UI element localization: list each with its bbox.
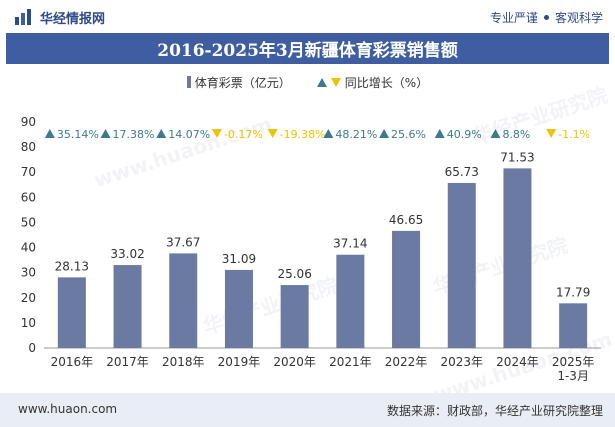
- growth-up-triangle: [434, 129, 445, 138]
- bar: [224, 269, 253, 348]
- growth-label: 35.14%: [57, 128, 99, 141]
- bar: [57, 277, 86, 348]
- tagline-left: 专业严谨: [489, 10, 538, 25]
- x-tick-label: 2024年: [496, 355, 539, 369]
- bar-value-label: 65.73: [445, 165, 479, 179]
- growth-label: 17.38%: [113, 128, 155, 141]
- growth-label: -19.38%: [280, 128, 326, 141]
- brand-tagline: 专业严谨 客观科学: [490, 6, 603, 28]
- brand-header: 华经情报网: [14, 6, 105, 28]
- bar-value-label: 28.13: [55, 259, 89, 273]
- legend-down-triangle-icon: [330, 77, 341, 87]
- x-tick-label: 2019年: [218, 355, 261, 369]
- bar: [113, 265, 142, 348]
- bar-value-label: 46.65: [389, 213, 423, 227]
- y-tick-label: 90: [21, 115, 36, 129]
- x-tick-label: 1-3月: [557, 369, 589, 383]
- bar: [392, 230, 421, 348]
- growth-label: 48.21%: [335, 128, 377, 141]
- legend-bar-swatch-icon: [186, 76, 191, 88]
- bar-chart: 0 10 20 30 40 50 60 70 80 90 28.13 2016年 35.14% 33.02…: [21, 115, 601, 383]
- x-tick-label: 2021年: [329, 355, 372, 369]
- bar-value-label: 17.79: [556, 285, 590, 299]
- bar-value-label: 33.02: [110, 247, 144, 261]
- x-tick-label: 2023年: [440, 355, 483, 369]
- y-tick-label: 40: [21, 241, 36, 255]
- growth-up-triangle: [100, 129, 111, 138]
- footer-source: 数据来源：财政部，华经产业研究院整理: [386, 404, 603, 418]
- x-tick-label: 2018年: [162, 355, 205, 369]
- growth-label: -0.17%: [224, 128, 263, 141]
- y-tick-label: 0: [28, 341, 36, 355]
- bar: [559, 303, 588, 348]
- growth-label: 8.8%: [502, 128, 530, 141]
- growth-down-triangle: [211, 129, 222, 138]
- tagline-right: 客观科学: [554, 10, 603, 25]
- bar: [169, 253, 198, 348]
- growth-down-triangle: [267, 129, 278, 138]
- legend-item-sales: 体育彩票（亿元）: [186, 74, 291, 91]
- bar: [336, 254, 365, 348]
- footer: www.huaon.com 数据来源：财政部，华经产业研究院整理: [0, 393, 615, 427]
- y-tick-label: 60: [21, 190, 36, 204]
- x-tick-label: 2017年: [106, 355, 149, 369]
- growth-up-triangle: [156, 129, 167, 138]
- footer-url: www.huaon.com: [18, 402, 118, 416]
- x-tick-label: 2022年: [385, 355, 428, 369]
- brand-name: 华经情报网: [40, 11, 106, 27]
- growth-label: 25.6%: [391, 128, 426, 141]
- bar: [447, 182, 476, 348]
- growth-label: -1.1%: [558, 128, 590, 141]
- y-tick-label: 20: [21, 291, 36, 305]
- bar-value-label: 71.53: [500, 150, 534, 164]
- bar-value-label: 37.14: [333, 237, 367, 251]
- y-tick-label: 80: [21, 140, 36, 154]
- growth-up-triangle: [44, 129, 55, 138]
- chart-legend: 体育彩票（亿元） 同比增长（%）: [0, 72, 615, 92]
- legend-growth-label: 同比增长（%）: [344, 75, 429, 90]
- growth-label: 40.9%: [447, 128, 482, 141]
- bar-value-label: 31.09: [222, 252, 256, 266]
- chart-title-bar: 2016-2025年3月新疆体育彩票销售额: [6, 33, 609, 64]
- y-tick-label: 50: [21, 215, 36, 229]
- growth-up-triangle: [323, 129, 334, 138]
- legend-item-growth: 同比增长（%）: [316, 74, 429, 91]
- y-tick-label: 10: [21, 316, 36, 330]
- growth-up-triangle: [490, 129, 501, 138]
- legend-sales-label: 体育彩票（亿元）: [194, 75, 291, 90]
- bar-value-label: 25.06: [277, 267, 311, 281]
- x-tick-label: 2020年: [273, 355, 316, 369]
- y-tick-label: 70: [21, 165, 36, 179]
- bar-value-label: 37.67: [166, 235, 200, 249]
- growth-down-triangle: [546, 129, 557, 138]
- legend-up-triangle-icon: [316, 77, 327, 87]
- x-tick-label: 2016年: [51, 355, 94, 369]
- tagline-dot-icon: [543, 14, 549, 20]
- growth-up-triangle: [379, 129, 390, 138]
- y-tick-label: 30: [21, 266, 36, 280]
- bar: [503, 168, 532, 348]
- growth-label: 14.07%: [168, 128, 210, 141]
- x-tick-label: 2025年: [552, 355, 595, 369]
- bar: [280, 285, 309, 348]
- chart-title: 2016-2025年3月新疆体育彩票销售额: [157, 41, 458, 61]
- brand-logo-icon: [15, 9, 31, 25]
